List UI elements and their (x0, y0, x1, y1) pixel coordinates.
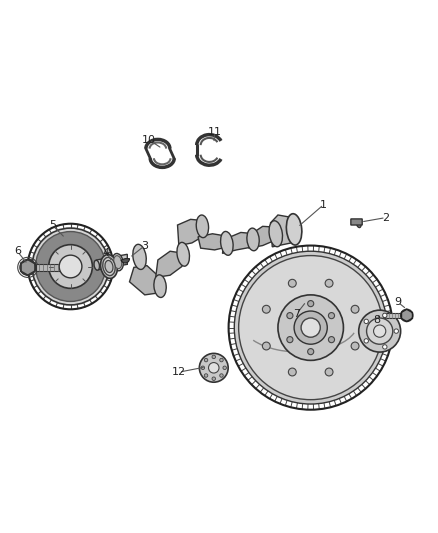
Ellipse shape (247, 228, 259, 251)
Ellipse shape (357, 220, 361, 228)
Polygon shape (177, 220, 204, 246)
Text: 11: 11 (208, 127, 222, 137)
Polygon shape (223, 232, 255, 253)
Circle shape (364, 319, 368, 324)
Circle shape (325, 368, 333, 376)
Polygon shape (97, 254, 127, 270)
Text: 9: 9 (395, 297, 402, 308)
Circle shape (394, 329, 399, 333)
Wedge shape (121, 259, 130, 263)
Circle shape (208, 362, 219, 373)
Polygon shape (35, 264, 60, 271)
Circle shape (383, 313, 387, 318)
Ellipse shape (112, 254, 123, 271)
Circle shape (288, 368, 296, 376)
Circle shape (212, 355, 215, 359)
Ellipse shape (133, 244, 146, 270)
Circle shape (401, 309, 413, 321)
Polygon shape (198, 234, 228, 250)
Ellipse shape (114, 256, 122, 269)
Circle shape (234, 251, 387, 404)
Polygon shape (249, 227, 277, 248)
Circle shape (383, 345, 387, 349)
Polygon shape (155, 251, 184, 277)
Text: 10: 10 (142, 135, 156, 145)
Circle shape (212, 377, 215, 381)
Ellipse shape (94, 260, 99, 270)
Circle shape (35, 231, 106, 302)
Circle shape (328, 312, 335, 319)
Ellipse shape (105, 261, 113, 272)
FancyBboxPatch shape (351, 219, 362, 225)
Ellipse shape (101, 255, 117, 278)
Circle shape (204, 374, 208, 377)
Circle shape (294, 311, 327, 344)
Circle shape (351, 305, 359, 313)
Circle shape (325, 279, 333, 287)
Circle shape (59, 255, 82, 278)
Circle shape (287, 336, 293, 343)
Circle shape (223, 366, 226, 369)
Ellipse shape (177, 243, 190, 266)
Circle shape (287, 312, 293, 319)
Circle shape (288, 279, 296, 287)
Text: 6: 6 (14, 246, 21, 256)
Circle shape (199, 353, 228, 382)
Circle shape (204, 358, 208, 362)
Text: 4: 4 (103, 247, 110, 257)
Polygon shape (271, 215, 297, 247)
Circle shape (367, 318, 393, 344)
Text: 2: 2 (382, 213, 389, 223)
Circle shape (307, 349, 314, 354)
Circle shape (32, 228, 109, 305)
Circle shape (220, 374, 223, 377)
Ellipse shape (103, 257, 115, 276)
Ellipse shape (286, 214, 302, 245)
Polygon shape (383, 313, 401, 318)
Circle shape (351, 342, 359, 350)
Text: 1: 1 (320, 199, 327, 209)
Circle shape (278, 295, 343, 360)
Circle shape (262, 342, 270, 350)
Ellipse shape (196, 215, 208, 238)
Circle shape (301, 318, 320, 337)
Circle shape (20, 260, 35, 275)
Circle shape (239, 256, 383, 400)
Circle shape (364, 338, 368, 343)
Ellipse shape (154, 275, 166, 297)
Circle shape (374, 325, 386, 337)
Text: 3: 3 (141, 240, 148, 251)
Circle shape (307, 301, 314, 306)
Text: 7: 7 (293, 309, 300, 319)
Circle shape (328, 336, 335, 343)
Ellipse shape (221, 231, 233, 255)
Text: 12: 12 (172, 367, 186, 377)
Text: 5: 5 (49, 220, 56, 230)
Ellipse shape (269, 221, 283, 247)
Circle shape (201, 366, 205, 369)
Circle shape (262, 305, 270, 313)
Circle shape (49, 245, 92, 288)
Circle shape (359, 310, 401, 352)
Polygon shape (130, 265, 162, 295)
Circle shape (220, 358, 223, 362)
Text: 8: 8 (374, 315, 381, 325)
